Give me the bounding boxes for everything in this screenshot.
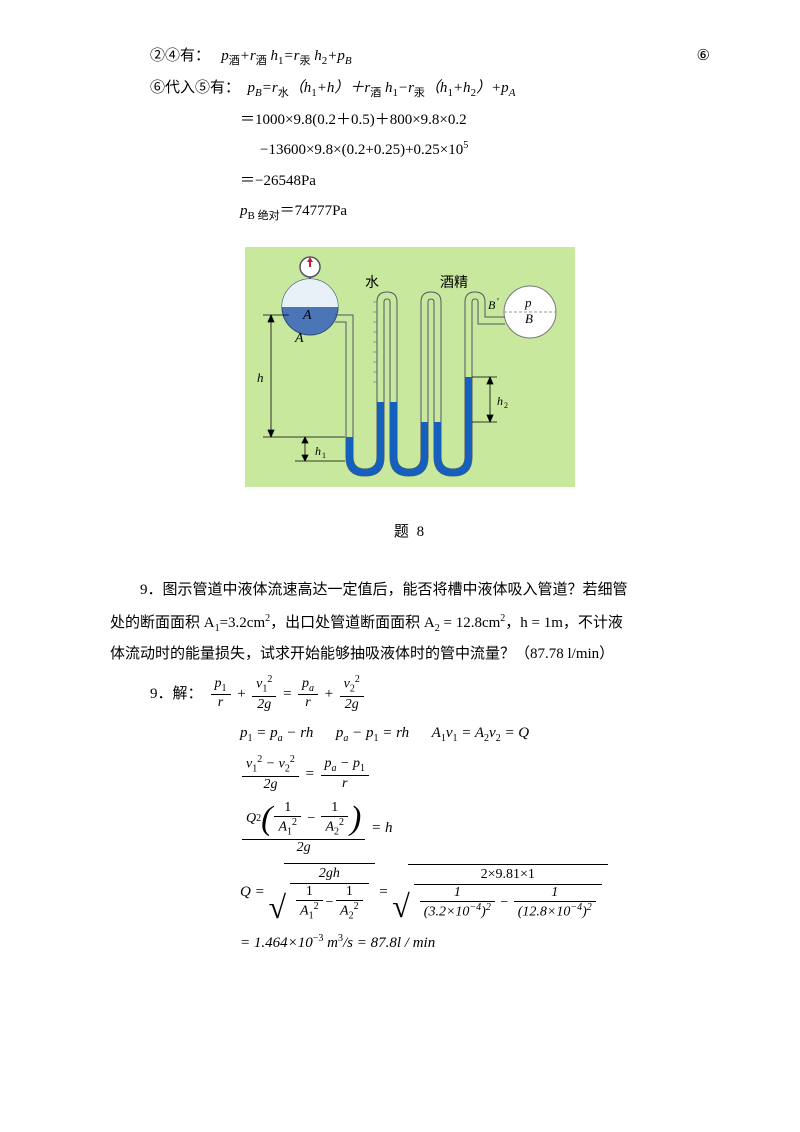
- svg-text:B: B: [488, 298, 496, 312]
- solution-9-relations: p1 = pa − rh pa − p1 = rh A1v1 = A2v2 = …: [240, 719, 710, 748]
- svg-text:h: h: [315, 444, 321, 458]
- svg-text:水: 水: [365, 275, 379, 291]
- svg-text:p: p: [524, 295, 532, 310]
- svg-text:1: 1: [322, 451, 326, 460]
- eq-number: ⑥: [697, 42, 710, 71]
- question-9-line2: 处的断面面积 A1=3.2cm2，出口处管道断面面积 A2 = 12.8cm2，…: [110, 609, 710, 638]
- solution-9-result: = 1.464×10−3 m3/s = 87.8l / min: [240, 929, 710, 958]
- calc-line-3: ＝−26548Pa: [110, 167, 710, 196]
- svg-text:A: A: [294, 331, 304, 346]
- svg-text:h: h: [497, 394, 503, 408]
- prefix: ②④有：: [150, 48, 210, 64]
- solution-9-Q-eq: Q2 ( 1A12 − 1A22 ) 2g = h: [240, 800, 710, 857]
- svg-text:′: ′: [497, 297, 499, 308]
- calc-line-4: pB 绝对＝74777Pa: [110, 197, 710, 227]
- question-9-line3: 体流动时的能量损失，试求开始能够抽吸液体时的管中流量？（87.78 l/min）: [110, 640, 710, 669]
- equation-line-6: ②④有： p酒+r酒 h1=r汞 h2+pB ⑥: [110, 42, 710, 72]
- svg-text:2: 2: [504, 401, 508, 410]
- question-9-line1: 9．图示管道中液体流速高达一定值后，能否将槽中液体吸入管道？若细管: [110, 576, 710, 605]
- calc-line-1: ＝1000×9.8(0.2＋0.5)＋800×9.8×0.2: [110, 106, 710, 135]
- svg-text:A: A: [302, 308, 312, 323]
- svg-text:酒精: 酒精: [440, 275, 468, 291]
- solution-9-Q-final: Q = √ 2gh 1A12 − 1A22 = √ 2×9.81×1 1(3.2…: [240, 863, 710, 923]
- solution-prefix: 9．解：: [150, 680, 203, 709]
- calc-line-2: −13600×9.8×(0.2+0.25)+0.25×105: [110, 136, 710, 165]
- figure-caption: 题 8: [110, 518, 710, 547]
- svg-text:B: B: [525, 311, 533, 326]
- svg-text:h: h: [257, 370, 264, 385]
- manometer-diagram: A A p B B ′ 水 酒精 h h 1: [245, 247, 575, 498]
- solution-9-velocity-eq: v12 − v222g = pa − p1r: [240, 754, 710, 793]
- equation-substitution: ⑥代入⑤有： pB=r水（h1+h）＋r酒 h1−r汞（h1+h2）+pA: [110, 74, 710, 104]
- solution-9-bernoulli: 9．解： p1r + v122g = par + v222g: [150, 674, 710, 713]
